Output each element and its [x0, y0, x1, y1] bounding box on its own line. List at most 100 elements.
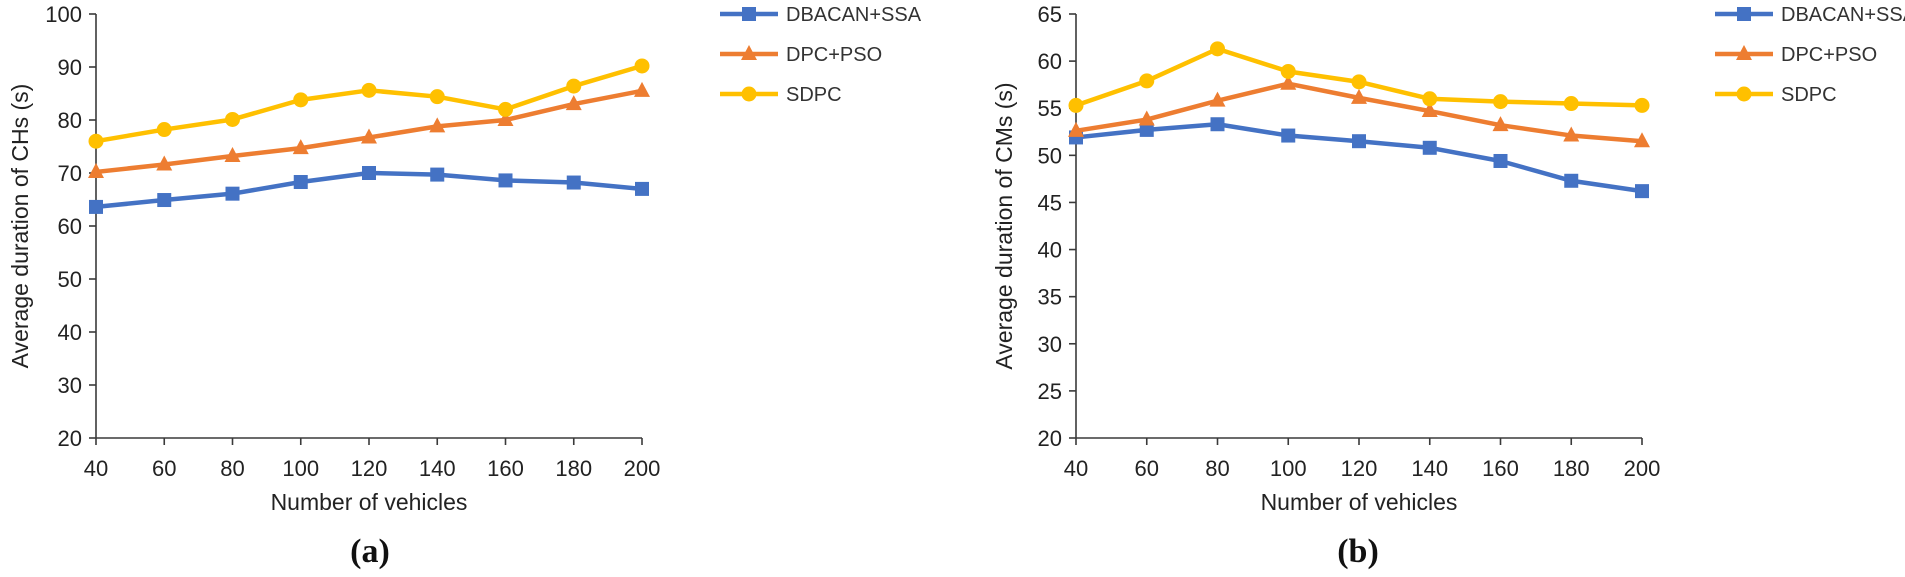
x-tick-label: 60 [1135, 456, 1159, 481]
legend-entry: SDPC [720, 84, 842, 106]
y-tick-label: 45 [1038, 190, 1062, 215]
x-tick-label: 200 [624, 456, 661, 481]
y-tick-label: 20 [58, 426, 82, 451]
data-point [566, 175, 581, 190]
legend-marker [1736, 86, 1752, 102]
legend-entry: SDPC [1715, 84, 1837, 106]
data-point [1422, 91, 1438, 107]
data-point [293, 175, 308, 190]
data-point [157, 193, 172, 208]
data-point [1634, 132, 1650, 148]
data-point [497, 111, 514, 126]
legend-entry: DPC+PSO [1715, 44, 1877, 66]
x-tick-label: 120 [351, 456, 388, 481]
legend-label: SDPC [1781, 84, 1837, 106]
x-tick-label: 180 [555, 456, 592, 481]
data-point [1210, 117, 1225, 132]
data-point [88, 162, 104, 178]
x-tick-label: 40 [1064, 456, 1088, 481]
data-point [1351, 88, 1367, 104]
legend-label: DBACAN+SSA [1781, 4, 1905, 26]
legend-label: DBACAN+SSA [786, 4, 922, 26]
legend-label: DPC+PSO [1781, 44, 1877, 66]
x-tick-label: 120 [1341, 456, 1378, 481]
data-point [1564, 173, 1579, 188]
x-tick-label: 180 [1553, 456, 1590, 481]
data-point [1351, 74, 1367, 90]
data-point [224, 147, 241, 163]
x-axis-title: Number of vehicles [271, 489, 468, 515]
x-tick-label: 40 [84, 456, 108, 481]
data-point [498, 173, 513, 188]
chart-panel-b: 20 25 30 35 40 45 50 55 60 65 40 60 80 100 120 140 160 18… [991, 2, 1905, 570]
data-point [634, 81, 650, 97]
data-point [225, 111, 240, 127]
data-point [429, 117, 446, 133]
data-point [1068, 121, 1084, 137]
data-point [89, 199, 103, 214]
legend-marker [1737, 7, 1751, 21]
y-tick-label: 40 [58, 320, 82, 345]
data-point [1422, 140, 1437, 155]
data-point [361, 128, 377, 144]
y-tick-label: 65 [1038, 2, 1062, 27]
data-point [566, 78, 582, 94]
x-tick-label: 80 [1205, 456, 1229, 481]
data-point [1138, 110, 1155, 126]
y-tick-label: 30 [58, 373, 82, 398]
data-point [1421, 102, 1438, 118]
data-point [1352, 134, 1366, 149]
data-point [1634, 97, 1650, 113]
data-point [1563, 96, 1579, 112]
y-tick-label: 70 [58, 161, 82, 186]
data-point [156, 122, 172, 138]
data-point [1210, 41, 1225, 57]
legend-entry: DBACAN+SSA [720, 4, 922, 26]
data-point [1563, 126, 1580, 142]
data-point [1209, 91, 1226, 107]
data-point [156, 155, 173, 171]
data-point [1068, 97, 1084, 113]
legend-entry: DPC+PSO [720, 44, 882, 66]
legend-marker [742, 7, 756, 21]
y-axis-title: Average duration of CMs (s) [991, 82, 1017, 369]
x-tick-label: 140 [419, 456, 456, 481]
y-tick-label: 100 [45, 2, 82, 27]
data-point [1139, 73, 1155, 89]
y-tick-label: 50 [1038, 143, 1062, 168]
data-point [1493, 94, 1508, 110]
panel-label: (b) [1337, 533, 1379, 570]
y-tick-label: 50 [58, 267, 82, 292]
data-point [1493, 153, 1508, 168]
data-point [292, 139, 309, 155]
x-tick-label: 60 [152, 456, 176, 481]
data-point [635, 181, 649, 196]
data-point [565, 95, 582, 111]
y-tick-label: 60 [58, 214, 82, 239]
legend-entry: DBACAN+SSA [1715, 4, 1905, 26]
x-tick-label: 200 [1624, 456, 1661, 481]
y-tick-label: 25 [1038, 379, 1062, 404]
data-point [225, 186, 240, 201]
data-point [429, 89, 445, 105]
x-tick-label: 160 [487, 456, 524, 481]
y-tick-label: 20 [1038, 426, 1062, 451]
y-tick-label: 40 [1038, 238, 1062, 263]
legend-marker [741, 86, 757, 102]
data-point [634, 58, 650, 74]
data-point [1492, 116, 1509, 132]
data-point [1635, 184, 1649, 199]
x-tick-label: 160 [1482, 456, 1519, 481]
data-point [88, 133, 104, 149]
y-tick-label: 60 [1038, 49, 1062, 74]
x-tick-label: 80 [220, 456, 244, 481]
data-point [430, 167, 445, 182]
legend-marker [1736, 45, 1752, 60]
y-tick-label: 35 [1038, 285, 1062, 310]
chart-panel-a: 20 30 40 50 60 70 80 90 100 40 60 80 100 120 140 160 180… [7, 2, 922, 570]
x-axis-title: Number of vehicles [1261, 489, 1458, 515]
data-point [293, 92, 309, 108]
x-tick-label: 100 [282, 456, 319, 481]
y-tick-label: 30 [1038, 332, 1062, 357]
